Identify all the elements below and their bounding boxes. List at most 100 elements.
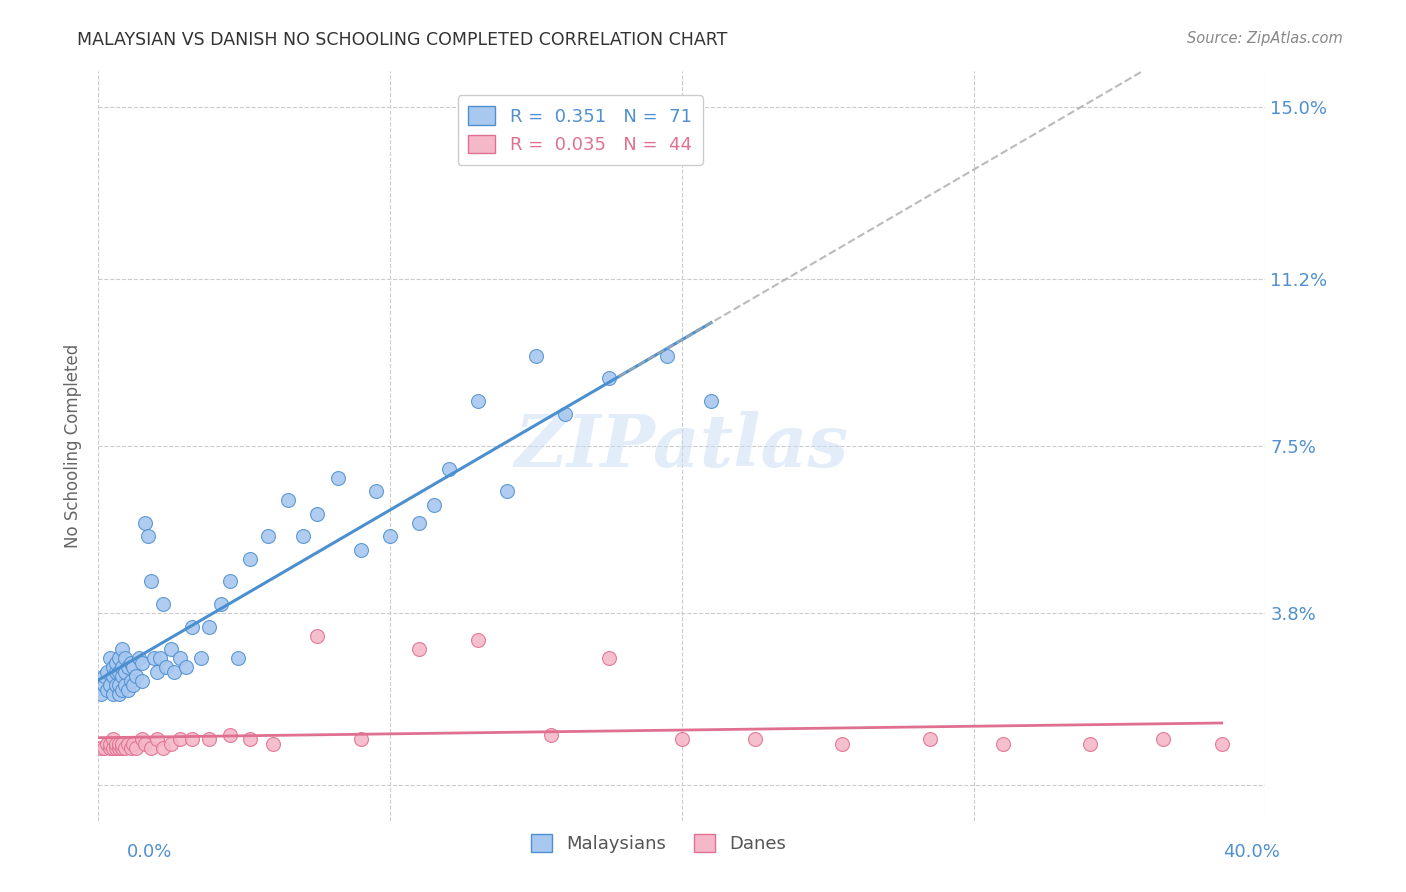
Point (174, 660, 197, 674)
Point (380, 529, 402, 543)
Point (423, 498, 446, 512)
Point (101, 660, 124, 674)
Point (180, 619, 202, 633)
Point (93, 741, 115, 756)
Text: Source: ZipAtlas.com: Source: ZipAtlas.com (1187, 31, 1343, 46)
Point (104, 741, 127, 756)
Point (149, 651, 172, 665)
Point (991, 737, 1014, 751)
Point (239, 732, 262, 747)
Point (128, 651, 150, 665)
Text: 0.0%: 0.0% (127, 843, 172, 861)
Point (114, 678, 136, 692)
Legend: Malaysians, Danes: Malaysians, Danes (523, 827, 794, 860)
Point (101, 741, 124, 756)
Point (125, 669, 148, 683)
Point (101, 687, 124, 701)
Point (98, 651, 121, 665)
Point (114, 651, 136, 665)
Point (131, 673, 153, 688)
Text: 40.0%: 40.0% (1223, 843, 1279, 861)
Point (111, 737, 134, 751)
Point (408, 642, 430, 657)
Text: MALAYSIAN VS DANISH NO SCHOOLING COMPLETED CORRELATION CHART: MALAYSIAN VS DANISH NO SCHOOLING COMPLET… (77, 31, 728, 49)
Point (160, 642, 183, 657)
Point (90, 741, 112, 756)
Point (918, 732, 941, 747)
Point (101, 669, 124, 683)
Point (111, 741, 134, 756)
Y-axis label: No Schooling Completed: No Schooling Completed (65, 344, 83, 548)
Point (190, 651, 212, 665)
Point (134, 737, 156, 751)
Point (104, 737, 127, 751)
Point (228, 651, 250, 665)
Point (496, 484, 519, 499)
Point (139, 741, 162, 756)
Point (96, 665, 118, 679)
Point (111, 642, 134, 657)
Point (120, 656, 142, 670)
Point (120, 741, 142, 756)
Point (152, 741, 174, 756)
Point (239, 552, 262, 566)
Point (350, 732, 373, 747)
Point (98, 678, 121, 692)
Point (122, 737, 145, 751)
Point (152, 597, 174, 611)
Point (108, 741, 131, 756)
Point (155, 660, 177, 674)
Point (114, 665, 136, 679)
Text: ZIPatlas: ZIPatlas (515, 410, 849, 482)
Point (96, 737, 118, 751)
Point (540, 728, 562, 742)
Point (120, 673, 142, 688)
Point (198, 619, 221, 633)
Point (277, 493, 299, 508)
Point (350, 542, 373, 557)
Point (598, 651, 620, 665)
Point (831, 737, 853, 751)
Point (108, 737, 131, 751)
Point (98, 741, 121, 756)
Point (657, 349, 679, 363)
Point (93, 678, 115, 692)
Point (136, 529, 159, 543)
Point (96, 682, 118, 697)
Point (169, 651, 191, 665)
Point (131, 656, 153, 670)
Point (108, 651, 131, 665)
Point (117, 660, 139, 674)
Point (142, 651, 165, 665)
Point (744, 732, 766, 747)
Point (108, 665, 131, 679)
Point (146, 732, 169, 747)
Point (111, 682, 134, 697)
Point (467, 633, 489, 648)
Point (163, 665, 186, 679)
Point (307, 629, 329, 643)
Point (262, 737, 284, 751)
Point (104, 665, 127, 679)
Point (671, 732, 693, 747)
Point (117, 737, 139, 751)
Point (1152, 732, 1174, 747)
Point (90, 687, 112, 701)
Point (131, 732, 153, 747)
Point (209, 597, 232, 611)
Point (326, 470, 349, 484)
Point (114, 741, 136, 756)
Point (117, 682, 139, 697)
Point (125, 741, 148, 756)
Point (598, 371, 620, 385)
Point (307, 507, 329, 521)
Point (408, 516, 430, 530)
Point (146, 665, 169, 679)
Point (198, 732, 221, 747)
Point (104, 656, 127, 670)
Point (101, 732, 124, 747)
Point (122, 678, 145, 692)
Point (169, 732, 191, 747)
Point (139, 574, 162, 589)
Point (700, 393, 723, 408)
